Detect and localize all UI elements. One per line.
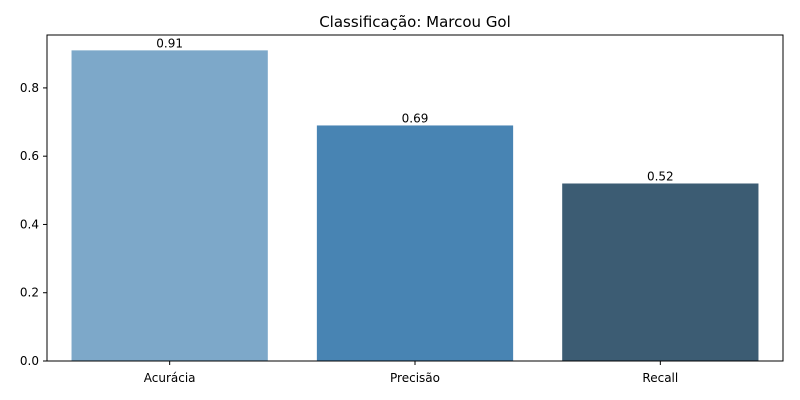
y-tick-label-3: 0.6 xyxy=(20,149,39,163)
y-tick-label-2: 0.4 xyxy=(20,217,39,231)
y-axis: 0.0 0.2 0.4 0.6 0.8 xyxy=(20,81,47,368)
x-axis: Acurácia Precisão Recall xyxy=(144,361,678,385)
bars-group: 0.91 0.69 0.52 xyxy=(71,36,759,362)
x-tick-label-2: Recall xyxy=(642,371,678,385)
plot-frame xyxy=(46,34,784,362)
bar-value-label-0: 0.91 xyxy=(156,36,183,50)
bar-value-label-2: 0.52 xyxy=(647,169,674,183)
y-tick-label-4: 0.8 xyxy=(20,81,39,95)
bar-0 xyxy=(71,50,268,361)
bar-value-label-1: 0.69 xyxy=(402,111,429,125)
x-tick-label-1: Precisão xyxy=(390,371,440,385)
y-tick-label-1: 0.2 xyxy=(20,286,39,300)
x-tick-label-0: Acurácia xyxy=(144,371,196,385)
chart-title: Classificação: Marcou Gol xyxy=(319,13,511,31)
bar-2 xyxy=(562,183,759,361)
y-tick-label-0: 0.0 xyxy=(20,354,39,368)
bar-1 xyxy=(316,125,514,362)
